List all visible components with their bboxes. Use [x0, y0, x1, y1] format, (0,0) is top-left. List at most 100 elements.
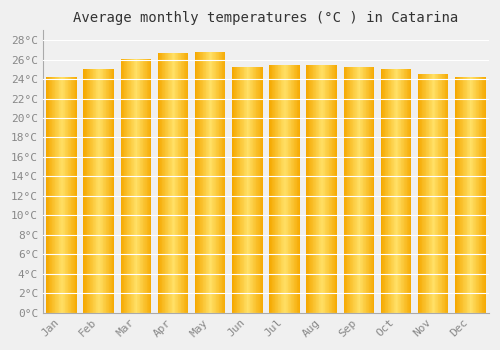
Bar	[135, 59, 136, 313]
Bar	[166, 53, 167, 313]
Bar	[120, 59, 122, 313]
Bar	[345, 68, 346, 313]
Bar	[418, 74, 420, 313]
Bar	[138, 59, 139, 313]
Bar	[280, 65, 281, 313]
Bar	[161, 53, 162, 313]
Bar	[246, 68, 248, 313]
Bar	[352, 68, 353, 313]
Bar	[130, 59, 132, 313]
Bar	[260, 68, 261, 313]
Bar	[126, 59, 128, 313]
Bar	[384, 69, 386, 313]
Bar	[372, 68, 374, 313]
Bar	[245, 68, 246, 313]
Bar	[178, 53, 179, 313]
Bar	[201, 52, 202, 313]
Bar	[271, 65, 272, 313]
Bar	[294, 65, 295, 313]
Bar	[74, 77, 76, 313]
Bar	[464, 77, 465, 313]
Bar	[299, 65, 300, 313]
Bar	[95, 69, 96, 313]
Bar	[67, 77, 68, 313]
Bar	[169, 53, 170, 313]
Bar	[307, 64, 308, 313]
Bar	[146, 59, 148, 313]
Bar	[122, 59, 123, 313]
Bar	[238, 68, 239, 313]
Bar	[306, 64, 307, 313]
Bar	[160, 53, 161, 313]
Bar	[431, 74, 432, 313]
Bar	[222, 52, 223, 313]
Bar	[215, 52, 216, 313]
Bar	[134, 59, 135, 313]
Bar	[94, 69, 95, 313]
Bar	[141, 59, 142, 313]
Bar	[167, 53, 168, 313]
Bar	[322, 64, 323, 313]
Bar	[367, 68, 368, 313]
Bar	[352, 68, 354, 313]
Bar	[444, 74, 446, 313]
Bar	[46, 77, 47, 313]
Bar	[409, 69, 410, 313]
Bar	[63, 77, 64, 313]
Bar	[100, 69, 101, 313]
Bar	[381, 69, 382, 313]
Bar	[56, 77, 57, 313]
Bar	[186, 53, 188, 313]
Bar	[458, 77, 459, 313]
Bar	[250, 68, 251, 313]
Bar	[234, 68, 235, 313]
Bar	[388, 69, 389, 313]
Bar	[202, 52, 203, 313]
Bar	[221, 52, 222, 313]
Bar	[243, 68, 244, 313]
Bar	[197, 52, 198, 313]
Bar	[86, 69, 88, 313]
Bar	[112, 69, 113, 313]
Bar	[72, 77, 73, 313]
Bar	[110, 69, 111, 313]
Bar	[389, 69, 390, 313]
Bar	[368, 68, 369, 313]
Bar	[472, 77, 474, 313]
Bar	[125, 59, 126, 313]
Bar	[239, 68, 240, 313]
Bar	[446, 74, 447, 313]
Bar	[359, 68, 360, 313]
Bar	[420, 74, 421, 313]
Bar	[433, 74, 434, 313]
Bar	[349, 68, 350, 313]
Bar	[62, 77, 63, 313]
Bar	[259, 68, 260, 313]
Bar	[279, 65, 280, 313]
Bar	[85, 69, 86, 313]
Bar	[312, 64, 314, 313]
Bar	[213, 52, 214, 313]
Bar	[248, 68, 249, 313]
Bar	[399, 69, 400, 313]
Bar	[98, 69, 100, 313]
Bar	[233, 68, 234, 313]
Bar	[481, 77, 482, 313]
Bar	[333, 64, 334, 313]
Bar	[400, 69, 402, 313]
Bar	[251, 68, 252, 313]
Bar	[371, 68, 372, 313]
Bar	[321, 64, 322, 313]
Bar	[60, 77, 61, 313]
Bar	[61, 77, 62, 313]
Bar	[47, 77, 48, 313]
Bar	[436, 74, 437, 313]
Bar	[223, 52, 224, 313]
Bar	[283, 65, 284, 313]
Bar	[69, 77, 70, 313]
Bar	[126, 59, 127, 313]
Bar	[456, 77, 458, 313]
Bar	[185, 53, 186, 313]
Bar	[90, 69, 91, 313]
Bar	[316, 64, 317, 313]
